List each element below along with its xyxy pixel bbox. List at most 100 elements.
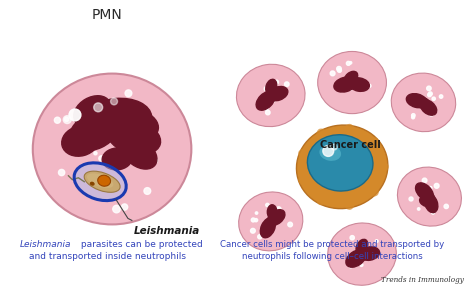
Ellipse shape	[87, 173, 113, 188]
Circle shape	[427, 86, 431, 91]
Circle shape	[330, 71, 335, 76]
Circle shape	[439, 95, 443, 98]
Text: parasites can be protected: parasites can be protected	[78, 240, 203, 249]
Ellipse shape	[414, 98, 428, 108]
Circle shape	[428, 92, 432, 96]
Circle shape	[288, 222, 292, 227]
Ellipse shape	[328, 223, 396, 285]
Text: and transported inside neutrophils: and transported inside neutrophils	[28, 252, 186, 260]
Circle shape	[434, 184, 439, 188]
Ellipse shape	[256, 91, 275, 110]
Ellipse shape	[308, 135, 373, 191]
Circle shape	[110, 98, 118, 105]
Circle shape	[428, 93, 431, 97]
Ellipse shape	[346, 250, 366, 267]
Circle shape	[80, 129, 85, 134]
Circle shape	[274, 80, 279, 84]
Ellipse shape	[424, 194, 438, 213]
Circle shape	[69, 109, 81, 121]
Ellipse shape	[33, 74, 191, 225]
Circle shape	[120, 110, 123, 113]
Ellipse shape	[123, 139, 157, 169]
Ellipse shape	[298, 149, 312, 160]
Circle shape	[109, 150, 117, 157]
Circle shape	[266, 203, 269, 207]
Ellipse shape	[344, 196, 355, 210]
Circle shape	[444, 204, 448, 208]
Circle shape	[58, 169, 65, 176]
Circle shape	[55, 117, 61, 123]
Circle shape	[251, 228, 255, 233]
Ellipse shape	[344, 71, 358, 84]
Ellipse shape	[70, 112, 119, 151]
Ellipse shape	[356, 239, 368, 254]
Circle shape	[418, 208, 420, 210]
Circle shape	[94, 103, 103, 112]
Circle shape	[375, 240, 378, 243]
Circle shape	[429, 111, 434, 116]
Ellipse shape	[125, 111, 158, 138]
Ellipse shape	[359, 247, 380, 260]
Circle shape	[125, 90, 132, 97]
Circle shape	[323, 146, 334, 157]
Circle shape	[121, 204, 128, 210]
Ellipse shape	[62, 126, 99, 156]
Circle shape	[352, 74, 355, 77]
Text: PMN: PMN	[92, 8, 122, 22]
Ellipse shape	[319, 145, 341, 161]
Circle shape	[267, 92, 271, 96]
Ellipse shape	[102, 148, 132, 170]
Ellipse shape	[406, 94, 427, 108]
Circle shape	[276, 207, 281, 211]
Circle shape	[346, 61, 350, 65]
Circle shape	[352, 260, 356, 263]
Circle shape	[429, 187, 432, 189]
Circle shape	[368, 84, 371, 87]
Circle shape	[106, 108, 110, 112]
Circle shape	[337, 67, 341, 71]
Ellipse shape	[419, 196, 434, 207]
Circle shape	[432, 97, 435, 100]
Ellipse shape	[84, 171, 120, 192]
Circle shape	[112, 140, 118, 145]
Circle shape	[63, 116, 71, 124]
Ellipse shape	[318, 51, 386, 114]
Circle shape	[255, 212, 258, 214]
Circle shape	[144, 188, 151, 194]
Ellipse shape	[344, 124, 355, 138]
Text: Trends in Immunology: Trends in Immunology	[381, 276, 464, 284]
Ellipse shape	[356, 249, 370, 259]
Ellipse shape	[239, 192, 303, 251]
Text: Cancer cell: Cancer cell	[320, 140, 381, 150]
Circle shape	[268, 95, 273, 100]
Ellipse shape	[317, 129, 328, 142]
Circle shape	[284, 82, 289, 86]
Circle shape	[360, 263, 363, 266]
Ellipse shape	[267, 205, 277, 219]
Circle shape	[94, 152, 97, 155]
Ellipse shape	[334, 77, 356, 92]
Ellipse shape	[418, 98, 430, 108]
Ellipse shape	[268, 86, 288, 101]
Circle shape	[411, 116, 415, 119]
Ellipse shape	[90, 182, 95, 186]
Ellipse shape	[107, 119, 161, 155]
Circle shape	[432, 211, 435, 214]
Circle shape	[413, 94, 418, 99]
Ellipse shape	[391, 73, 456, 132]
Text: Leishmania: Leishmania	[20, 240, 71, 249]
Circle shape	[337, 68, 341, 72]
Circle shape	[409, 197, 413, 201]
Ellipse shape	[425, 191, 435, 204]
Circle shape	[258, 235, 262, 239]
Circle shape	[108, 99, 111, 103]
Text: Cancer cells might be protected and transported by: Cancer cells might be protected and tran…	[220, 240, 444, 249]
Circle shape	[271, 98, 275, 102]
Ellipse shape	[317, 192, 328, 205]
Circle shape	[422, 189, 425, 192]
Circle shape	[140, 121, 145, 126]
Circle shape	[350, 236, 355, 240]
Ellipse shape	[237, 64, 305, 127]
Ellipse shape	[416, 183, 433, 200]
Circle shape	[64, 117, 69, 121]
